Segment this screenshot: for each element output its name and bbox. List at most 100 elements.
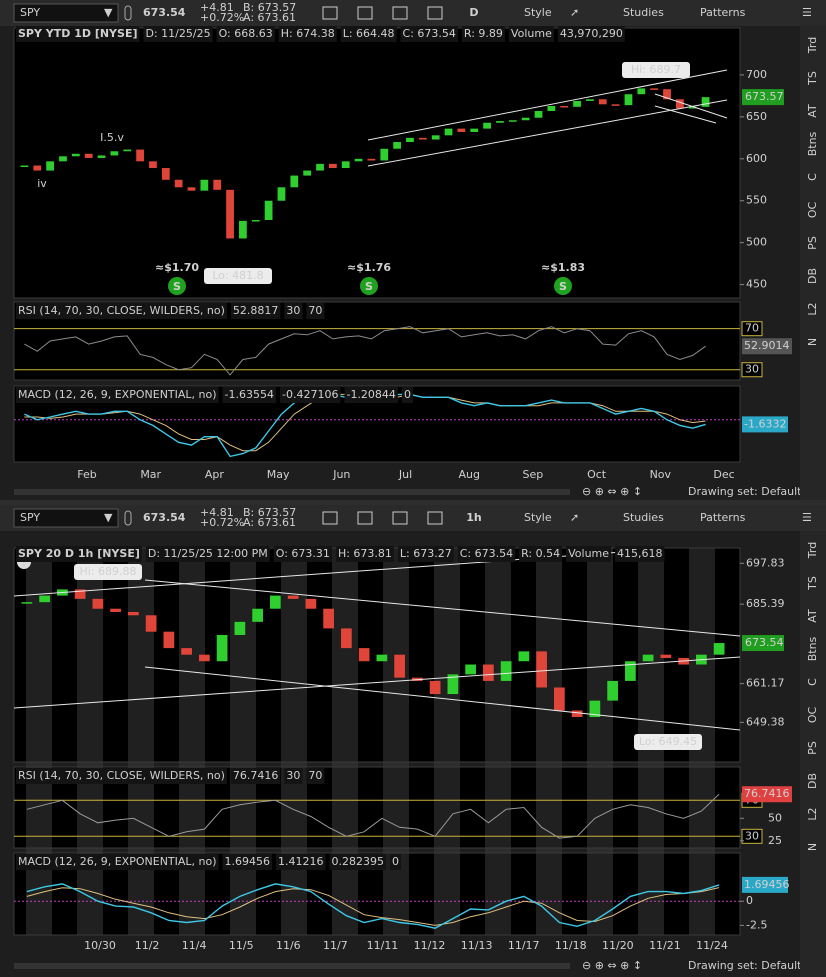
link-icon[interactable] (124, 5, 132, 21)
candle (701, 97, 710, 107)
rsi-level-label: 70 (745, 322, 759, 335)
net-change-pct: +0.72% (200, 11, 244, 24)
readout-box (519, 546, 563, 562)
candle (341, 161, 350, 169)
dividend-icon[interactable] (554, 277, 572, 295)
readout: 1.41216 (278, 855, 324, 868)
sidebar-tab[interactable]: Trd (806, 542, 819, 559)
candle (406, 137, 414, 143)
sidebar-tab[interactable]: N (806, 338, 819, 346)
sidebar-tab[interactable]: PS (806, 741, 819, 755)
symbol-box[interactable] (13, 3, 119, 23)
sidebar-tab[interactable]: Btns (806, 131, 819, 156)
candle (367, 158, 376, 161)
sidebar-tab[interactable]: L2 (806, 807, 819, 820)
readout: C: 673.54 (403, 27, 456, 40)
link-icon[interactable] (124, 510, 132, 526)
annotation: Hi: 689.88 (79, 565, 136, 578)
toolbar-icon[interactable] (427, 511, 443, 525)
y-tick-label: 661.17 (746, 677, 785, 690)
candle (380, 148, 389, 161)
patterns-button[interactable]: Patterns (700, 511, 746, 524)
candle (496, 121, 504, 123)
sidebar-tab[interactable]: Btns (806, 636, 819, 661)
symbol-box[interactable] (13, 508, 119, 528)
sidebar-tab[interactable]: OC (806, 707, 819, 724)
toolbar-icon[interactable] (322, 6, 338, 20)
rsi-last-marker (742, 786, 792, 803)
wave-label: iv (37, 177, 47, 190)
sidebar-tab[interactable]: OC (806, 202, 819, 219)
x-tick-label: Jun (332, 468, 350, 481)
dividend-icon[interactable] (168, 277, 186, 295)
readout-box (230, 768, 281, 784)
symbol[interactable]: SPY (20, 511, 40, 524)
dividend-icon-s: S (365, 280, 373, 293)
candle (586, 99, 594, 101)
readout-box (335, 546, 394, 562)
candle (128, 612, 139, 616)
patterns-button[interactable]: Patterns (700, 6, 746, 19)
rsi-last-label: 76.7416 (744, 787, 790, 800)
toolbar-icon[interactable] (392, 511, 408, 525)
period[interactable]: 1h (466, 511, 482, 524)
toolbar (0, 505, 826, 531)
toolbar-icon[interactable] (427, 6, 443, 20)
y-tick-label: 697.83 (746, 556, 785, 569)
macd-last-label: 1.69456 (744, 878, 790, 891)
sidebar-tab[interactable]: Trd (806, 37, 819, 54)
drawing-set[interactable]: Drawing set: Default (688, 485, 802, 498)
candle (74, 589, 86, 599)
style-button[interactable]: Style (524, 511, 552, 524)
studies-button[interactable]: Studies (623, 511, 664, 524)
studies-button[interactable]: Studies (623, 6, 664, 19)
wave-label: I.5.v (100, 131, 124, 144)
candle (187, 187, 196, 191)
sidebar-tab[interactable]: L2 (806, 302, 819, 315)
symbol[interactable]: SPY (20, 6, 40, 19)
bid: B: 673.57 (243, 506, 296, 519)
sidebar-tab[interactable]: TS (806, 71, 819, 86)
toolbar-icon[interactable] (357, 511, 373, 525)
x-tick-label: 11/21 (649, 939, 681, 952)
toolbar-icon[interactable] (322, 511, 338, 525)
level-box (741, 362, 763, 378)
trendline (367, 69, 728, 141)
sidebar-tab[interactable]: PS (806, 236, 819, 250)
toolbar-icon[interactable] (357, 6, 373, 20)
sidebar-tab[interactable]: DB (806, 773, 819, 789)
sidebar-tab[interactable]: C (806, 678, 819, 686)
sidebar-tab[interactable]: N (806, 843, 819, 851)
candle (234, 621, 246, 635)
dropdown-arrow: ▼ (104, 6, 113, 19)
readout: 43,970,290 (560, 27, 623, 40)
readout: Volume (568, 547, 609, 560)
y-tick-label: 700 (746, 68, 767, 81)
sidebar-tab[interactable]: AT (806, 609, 819, 623)
style-button[interactable]: Style (524, 6, 552, 19)
y-tick-label: 650 (746, 110, 767, 123)
menu-icon: ☰ (802, 511, 812, 524)
candle (216, 634, 228, 662)
dropdown-arrow: ▼ (104, 511, 113, 524)
sidebar-tab[interactable]: AT (806, 104, 819, 118)
sidebar-tab[interactable]: C (806, 173, 819, 181)
rsi-last-marker (742, 338, 792, 355)
sidebar-tab[interactable]: DB (806, 268, 819, 284)
readout-box (222, 387, 276, 403)
candle (589, 700, 601, 718)
sidebar-tab[interactable]: TS (806, 576, 819, 591)
readout-box (230, 303, 281, 319)
dividend-icon[interactable] (360, 277, 378, 295)
session-band (230, 548, 256, 935)
candle (713, 643, 725, 655)
drawing-set[interactable]: Drawing set: Default (688, 959, 802, 972)
candle (650, 88, 659, 90)
candle (376, 654, 388, 662)
candle (181, 648, 192, 655)
y-tick-label: 550 (746, 194, 767, 207)
toolbar-icon[interactable] (392, 6, 408, 20)
readout: 1.69456 (225, 855, 271, 868)
y-tick-label: 450 (746, 278, 767, 291)
period[interactable]: D (469, 6, 478, 19)
